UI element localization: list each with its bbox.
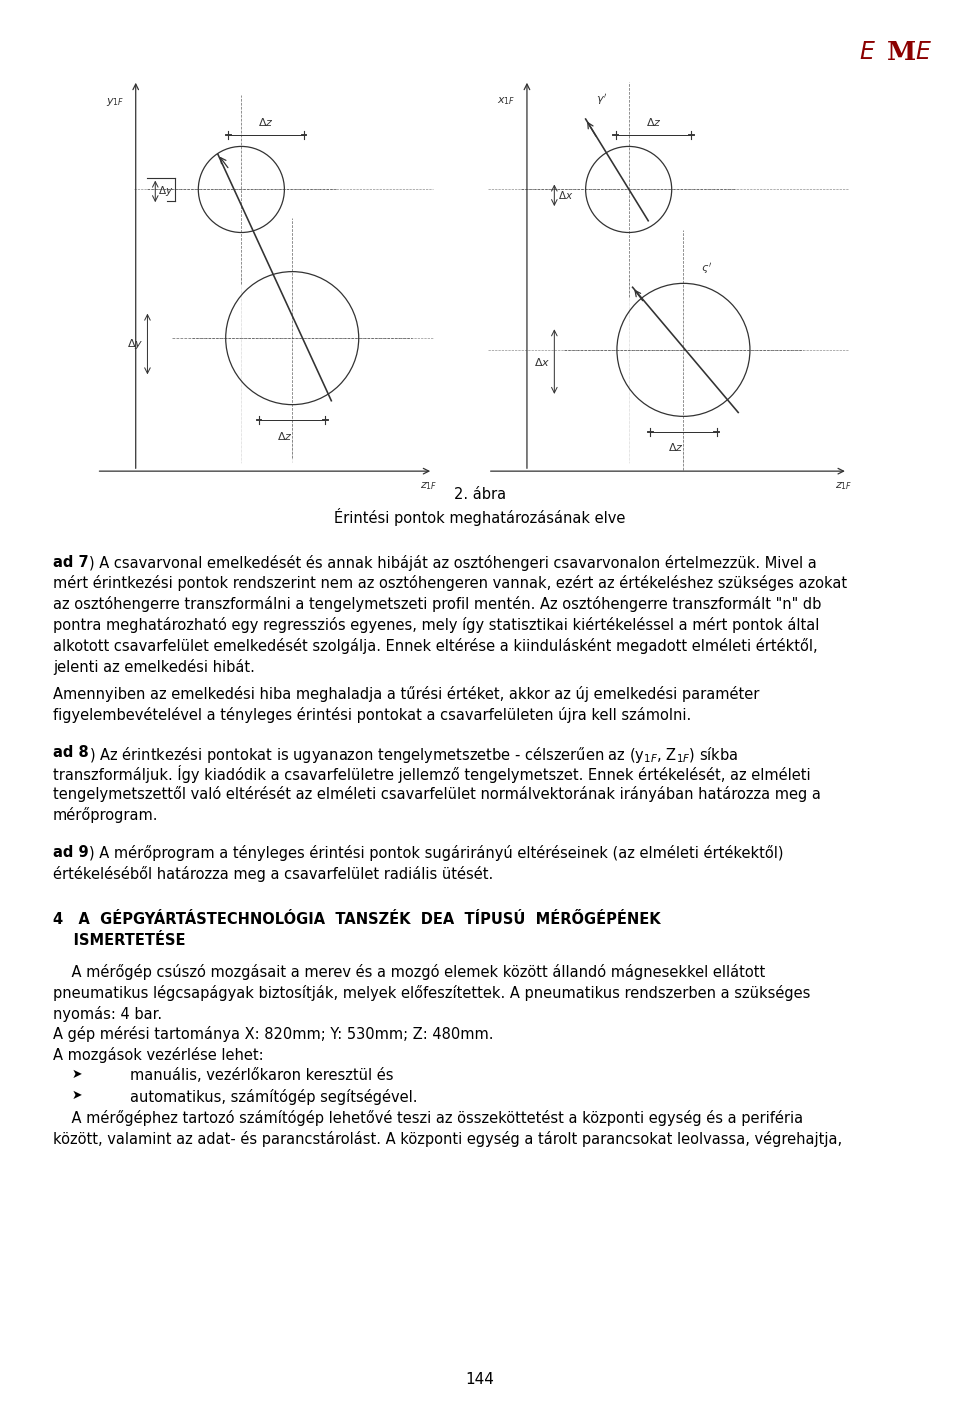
Text: alkotott csavarfelület emelkedését szolgálja. Ennek eltérése a kiindulásként meg: alkotott csavarfelület emelkedését szolg… xyxy=(53,638,817,655)
Text: Érintési pontok meghatározásának elve: Érintési pontok meghatározásának elve xyxy=(334,508,626,526)
Text: $\Delta x$: $\Delta x$ xyxy=(559,189,573,202)
Text: A mozgások vezérlése lehet:: A mozgások vezérlése lehet: xyxy=(53,1047,263,1064)
Text: $z_{1F}$: $z_{1F}$ xyxy=(835,481,852,492)
Text: mért érintkezési pontok rendszerint nem az osztóhengeren vannak, ezért az értéke: mért érintkezési pontok rendszerint nem … xyxy=(53,576,847,591)
Text: $\gamma'$: $\gamma'$ xyxy=(596,92,607,107)
Text: pneumatikus légcsapágyak biztosítják, melyek előfeszítettek. A pneumatikus rends: pneumatikus légcsapágyak biztosítják, me… xyxy=(53,985,810,1000)
Text: $z_{1F}$: $z_{1F}$ xyxy=(420,481,438,492)
Text: $\varsigma'$: $\varsigma'$ xyxy=(702,261,712,275)
Text: $\Delta y$: $\Delta y$ xyxy=(158,185,174,199)
Text: 2. ábra: 2. ábra xyxy=(454,487,506,502)
Text: 144: 144 xyxy=(466,1373,494,1387)
Text: $\Delta z$: $\Delta z$ xyxy=(646,117,661,128)
Text: ISMERTETÉSE: ISMERTETÉSE xyxy=(53,933,185,948)
Text: között, valamint az adat- és parancstárolást. A központi egység a tárolt parancs: között, valamint az adat- és parancstáro… xyxy=(53,1130,842,1147)
Text: ➤: ➤ xyxy=(72,1068,83,1081)
Text: Amennyiben az emelkedési hiba meghaladja a tűrési értéket, akkor az új emelkedés: Amennyiben az emelkedési hiba meghaladja… xyxy=(53,686,759,703)
Text: $x_{1F}$: $x_{1F}$ xyxy=(497,96,516,107)
Text: ) A mérőprogram a tényleges érintési pontok sugárirányú eltéréseinek (az elmélet: ) A mérőprogram a tényleges érintési pon… xyxy=(89,845,783,861)
Text: 4   A  GÉPGYÁRTÁSTECHNOLÓGIA  TANSZÉK  DEA  TÍPUSÚ  MÉRŐGÉPÉNEK: 4 A GÉPGYÁRTÁSTECHNOLÓGIA TANSZÉK DEA TÍ… xyxy=(53,912,660,927)
Text: jelenti az emelkedési hibát.: jelenti az emelkedési hibát. xyxy=(53,659,254,674)
Text: A mérőgéphez tartozó számítógép lehetővé teszi az összeköttetést a központi egys: A mérőgéphez tartozó számítógép lehetővé… xyxy=(53,1110,803,1126)
Text: értékeléséből határozza meg a csavarfelület radiális ütését.: értékeléséből határozza meg a csavarfelü… xyxy=(53,866,493,882)
Text: $\Delta z$: $\Delta z$ xyxy=(668,442,684,453)
Text: nyomás: 4 bar.: nyomás: 4 bar. xyxy=(53,1006,162,1022)
Text: $y_{1F}$: $y_{1F}$ xyxy=(106,96,124,107)
Text: az osztóhengerre transzformálni a tengelymetszeti profil mentén. Az osztóhengerr: az osztóhengerre transzformálni a tengel… xyxy=(53,597,821,612)
Text: manuális, vezérlőkaron keresztül és: manuális, vezérlőkaron keresztül és xyxy=(130,1068,393,1084)
Text: A gép mérési tartománya X: 820mm; Y: 530mm; Z: 480mm.: A gép mérési tartománya X: 820mm; Y: 530… xyxy=(53,1026,493,1043)
Text: automatikus, számítógép segítségével.: automatikus, számítógép segítségével. xyxy=(130,1089,417,1105)
Text: mérőprogram.: mérőprogram. xyxy=(53,807,158,823)
Text: tengelymetszettől való eltérését az elméleti csavarfelület normálvektorának irán: tengelymetszettől való eltérését az elmé… xyxy=(53,786,821,803)
Text: $\mathit{E}$: $\mathit{E}$ xyxy=(859,40,876,63)
Text: figyelembevételével a tényleges érintési pontokat a csavarfelületen újra kell sz: figyelembevételével a tényleges érintési… xyxy=(53,707,691,722)
Text: $\Delta x$: $\Delta x$ xyxy=(534,356,550,368)
Text: ad 8: ad 8 xyxy=(53,745,88,759)
Text: ) Az érintkezési pontokat is ugyanazon tengelymetszetbe - célszerűen az (y$_{1F}: ) Az érintkezési pontokat is ugyanazon t… xyxy=(89,745,738,765)
Text: $\Delta z$: $\Delta z$ xyxy=(258,117,274,128)
Text: ad 7: ad 7 xyxy=(53,555,88,570)
Text: A mérőgép csúszó mozgásait a merev és a mozgó elemek között állandó mágnesekkel : A mérőgép csúszó mozgásait a merev és a … xyxy=(53,964,765,979)
Text: $\Delta z$: $\Delta z$ xyxy=(276,430,292,442)
Text: ➤: ➤ xyxy=(72,1089,83,1102)
Text: pontra meghatározható egy regressziós egyenes, mely így statisztikai kiértékelés: pontra meghatározható egy regressziós eg… xyxy=(53,617,819,634)
Text: $\Delta y$: $\Delta y$ xyxy=(128,337,144,351)
Text: ) A csavarvonal emelkedését és annak hibáját az osztóhengeri csavarvonalon értel: ) A csavarvonal emelkedését és annak hib… xyxy=(89,555,817,570)
Text: $\mathit{E}$: $\mathit{E}$ xyxy=(915,40,932,63)
Text: M: M xyxy=(887,40,916,65)
Text: ad 9: ad 9 xyxy=(53,845,88,859)
Text: transzformáljuk. Így kiadódik a csavarfelületre jellemző tengelymetszet. Ennek é: transzformáljuk. Így kiadódik a csavarfe… xyxy=(53,765,810,783)
